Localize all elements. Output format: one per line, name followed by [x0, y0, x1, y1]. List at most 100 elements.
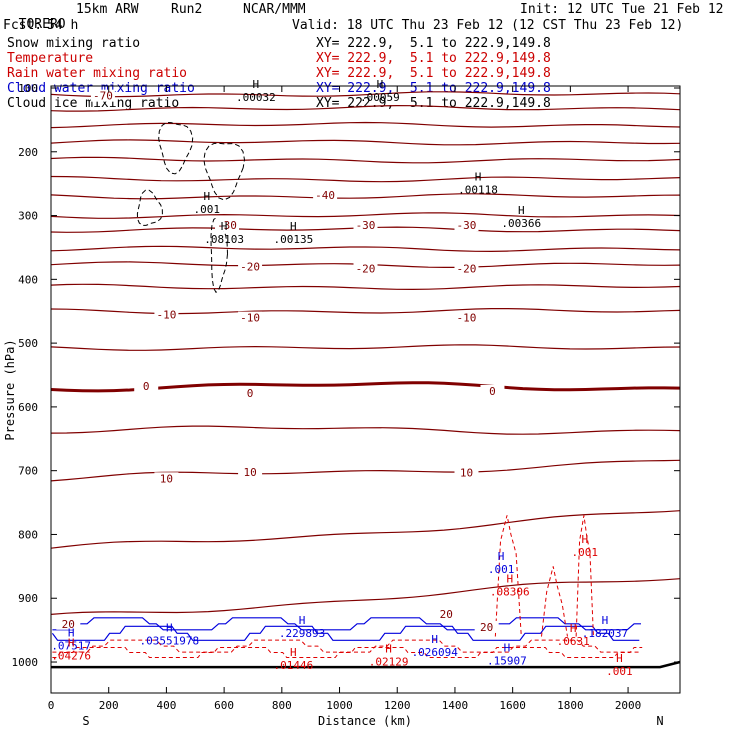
maximum-value: .00135	[273, 233, 313, 246]
center-label: NCAR/MMM	[243, 2, 306, 17]
chart-axes: 0 200 400 600 800 1000 1200 1400 1600 1800 2000100…	[12, 82, 680, 712]
x-tick-label: 1000	[326, 699, 353, 712]
legend-temp-xy: XY= 222.9, 5.1 to 222.9,149.8	[316, 51, 551, 66]
maximum-marker: H	[166, 622, 173, 635]
temp-label-bg	[238, 260, 263, 273]
temp-label-bg	[454, 466, 479, 479]
maximum-marker: H	[581, 533, 588, 546]
x-tick-label: 400	[156, 699, 176, 712]
maximum-marker: H	[506, 572, 513, 585]
x-tick-label: 800	[272, 699, 292, 712]
fcst-hours: 54 h	[47, 18, 79, 33]
rain-tower	[541, 566, 568, 637]
temperature-label: -20	[457, 262, 477, 275]
temperature-label: 0	[489, 385, 496, 398]
temperature-label: 10	[160, 472, 173, 485]
temp-label-bg	[154, 308, 179, 321]
x-tick-label: 1600	[499, 699, 526, 712]
temp-label-bg	[353, 262, 378, 275]
rain-tower	[575, 515, 594, 637]
maximum-value: .00032	[236, 91, 276, 104]
legend-rain-name: Rain water mixing ratio	[7, 66, 188, 81]
x-tick-label: 1800	[557, 699, 584, 712]
temperature-label: -30	[457, 219, 477, 232]
maximum-marker: H	[290, 646, 297, 659]
ice-contour	[136, 189, 163, 226]
y-tick-label: 900	[18, 592, 38, 605]
temp-label-bg	[454, 219, 479, 232]
temperature-contour	[50, 139, 681, 146]
chart-labels: -70 -40 -30 -30 -30 -20 -20 -20 -10 -10 -10 0 0 0 10 10…	[51, 78, 632, 678]
maximum-marker: H	[68, 627, 75, 640]
maximum-marker: H	[518, 204, 525, 217]
legend-ice-name: Cloud ice mixing ratio	[7, 96, 180, 111]
maximum-marker: H	[290, 220, 297, 233]
maximum-marker: H	[68, 636, 75, 649]
temp-label-bg	[134, 379, 159, 392]
maximum-marker: H	[431, 633, 438, 646]
snow-contour	[203, 142, 246, 201]
maximum-value: .001	[194, 203, 221, 216]
temp-label-bg	[238, 465, 263, 478]
temperature-label: -20	[356, 262, 376, 275]
surface-line	[51, 660, 681, 669]
temperature-label: 20	[440, 608, 453, 621]
temperature-contour	[50, 193, 681, 200]
temperature-label: -30	[217, 219, 237, 232]
temp-label-bg	[56, 617, 81, 630]
cloud-water-contour	[51, 625, 640, 641]
y-tick-label: 700	[18, 465, 38, 478]
maximum-marker: H	[299, 614, 306, 627]
x-tick-label: 200	[99, 699, 119, 712]
x-tick-label: 1200	[384, 699, 411, 712]
x-axis-title: Distance (km)	[318, 714, 412, 728]
temp-label-bg	[480, 384, 505, 397]
temp-label-bg	[313, 189, 338, 202]
y-tick-label: 300	[18, 210, 38, 223]
maximum-marker: H	[385, 643, 392, 656]
maximum-marker: H	[570, 622, 577, 635]
maximum-value: .02129	[369, 656, 409, 669]
maximum-value: .08306	[490, 585, 530, 598]
plot-frame	[50, 85, 681, 694]
maximum-marker: H	[253, 78, 260, 91]
x-tick-label: 2000	[615, 699, 642, 712]
maximum-value: .03551978	[139, 635, 199, 648]
temp-label-bg	[454, 311, 479, 324]
temperature-contours	[50, 91, 681, 669]
maximum-marker: H	[602, 614, 609, 627]
temperature-label: -10	[240, 312, 260, 325]
x-tick-label: 1400	[442, 699, 469, 712]
temperature-contour	[50, 91, 681, 98]
y-tick-label: 400	[18, 273, 38, 286]
cloud-water-contour	[52, 617, 641, 631]
ice-contour	[158, 121, 194, 175]
temperature-label: 10	[243, 466, 256, 479]
y-tick-label: 800	[18, 528, 38, 541]
temperature-contour	[50, 104, 681, 112]
y-tick-label: 100	[18, 82, 38, 95]
x-end-right: N	[656, 714, 663, 728]
temperature-label: -40	[315, 189, 335, 202]
temperature-contour	[50, 283, 681, 291]
maximum-value: .001	[572, 546, 599, 559]
x-tick-label: 0	[48, 699, 55, 712]
temperature-contour	[50, 578, 681, 615]
maximum-marker: H	[616, 652, 623, 665]
temperature-contour	[50, 344, 681, 351]
legend-snow-xy: XY= 222.9, 5.1 to 222.9,149.8	[316, 36, 551, 51]
run-label: Run2	[171, 2, 203, 17]
y-tick-label: 600	[18, 401, 38, 414]
legend-temp-name: Temperature	[7, 51, 94, 66]
maximum-value: .00059	[360, 91, 400, 104]
rain-contour	[52, 639, 641, 653]
model-name: TORERO	[18, 17, 66, 32]
legend-rain-xy: XY= 222.9, 5.1 to 222.9,149.8	[316, 66, 551, 81]
maximum-marker: H	[377, 78, 384, 91]
temperature-label: 20	[62, 618, 75, 631]
temp-label-bg	[434, 608, 459, 621]
valid-label: Valid: 18 UTC Thu 23 Feb 12 (12 CST Thu …	[292, 18, 684, 33]
maximum-marker: H	[475, 171, 482, 184]
init-label: Init: 12 UTC Tue 21 Feb 12	[520, 2, 724, 17]
temperature-label: -10	[156, 308, 176, 321]
